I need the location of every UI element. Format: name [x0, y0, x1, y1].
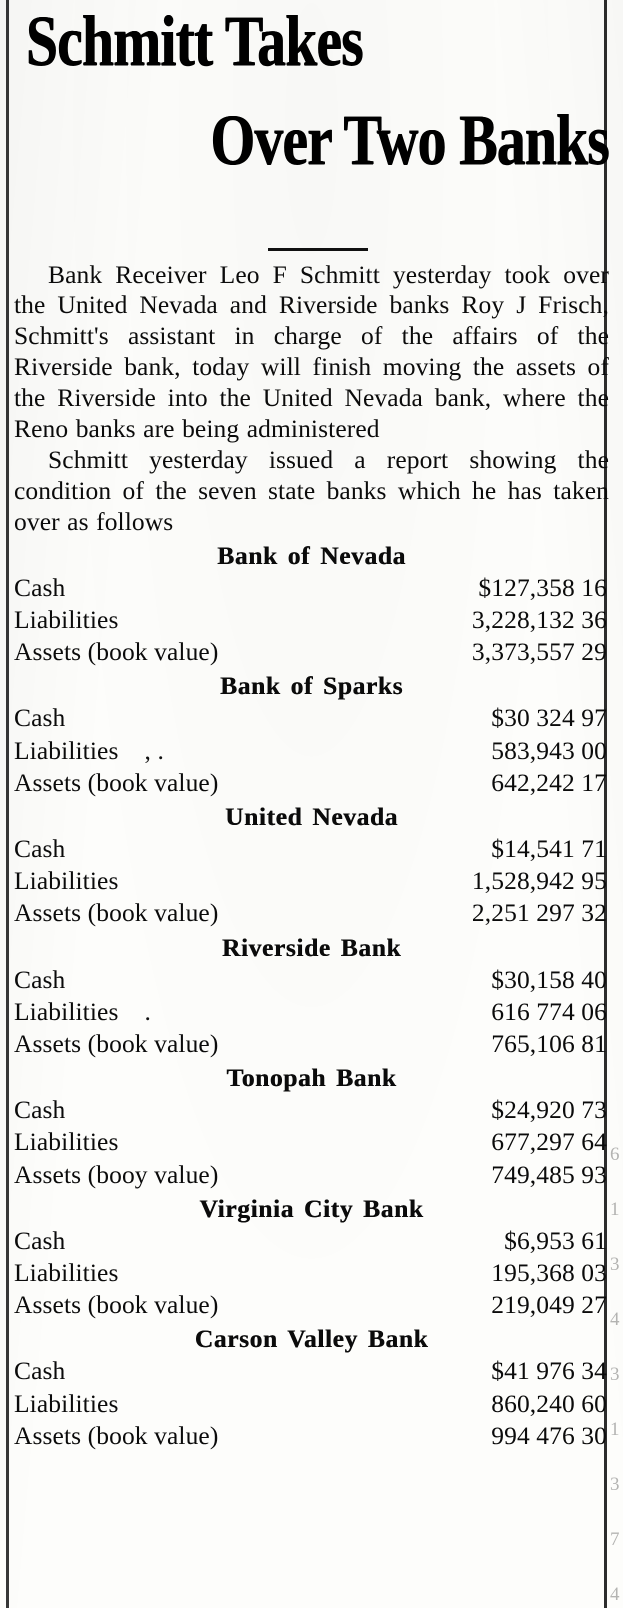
financial-row: Liabilities 860,240 60: [14, 1388, 609, 1420]
financial-row: Cash $30 324 97: [14, 702, 609, 734]
financial-row: Cash $24,920 73: [14, 1094, 609, 1126]
financial-row-value: 994 476 30: [491, 1420, 607, 1450]
bank-block: United Nevada Cash $14,541 71 Liabilities 1,…: [14, 801, 609, 930]
financial-row: Cash $30,158 40: [14, 964, 609, 996]
bank-block: Bank of Sparks Cash $30 324 97 Liabilities,…: [14, 670, 609, 799]
headline-line-1: Schmitt Takes: [26, 1, 364, 81]
financial-row-value: 860,240 60: [491, 1388, 607, 1418]
financial-row-label: Liabilities, .: [14, 735, 164, 765]
financial-row-value: 616 774 06: [491, 996, 607, 1026]
financial-row-value: 219,049 27: [491, 1290, 607, 1320]
financial-row: Assets (book value) 2,251 297 32: [14, 897, 609, 929]
financial-row-value: 3,373,557 29: [471, 637, 607, 667]
financial-row-label: Cash: [14, 964, 66, 994]
financial-row-label: Liabilities: [14, 604, 119, 634]
financial-row-label: Assets (book value): [14, 1290, 219, 1320]
financial-row: Liabilities 1,528,942 95: [14, 865, 609, 897]
bank-name: Tonopah Bank: [226, 1063, 397, 1093]
financial-row: Assets (booy value) 749,485 93: [14, 1159, 609, 1191]
financial-row-value: $127,358 16: [478, 572, 607, 602]
bank-name: Carson Valley Bank: [194, 1324, 429, 1354]
financial-row-label: Assets (book value): [14, 767, 219, 797]
financial-row-label: Cash: [14, 1095, 66, 1125]
financial-row: Assets (book value) 219,049 27: [14, 1289, 609, 1321]
bank-block: Virginia City Bank Cash $6,953 61 Liabiliti…: [14, 1193, 609, 1322]
financial-row-value: 749,485 93: [491, 1159, 607, 1189]
bank-block: Bank of Nevada Cash $127,358 16 Liabilities…: [14, 540, 609, 669]
financial-row-label: Liabilities: [14, 866, 119, 896]
column-rule-right: [604, 0, 607, 1608]
financial-row: Assets (book value) 994 476 30: [14, 1420, 609, 1452]
financial-row-label: Cash: [14, 572, 66, 602]
ink-speck: , .: [144, 735, 164, 765]
financial-row-value: 642,242 17: [491, 767, 607, 797]
headline: Schmitt Takes Over Two Banks: [14, 1, 610, 214]
ink-speck: .: [144, 996, 151, 1026]
financial-row-value: $14,541 71: [491, 833, 607, 863]
financial-row-label: Cash: [14, 703, 66, 733]
financial-row: Liabilities, . 583,943 00: [14, 735, 609, 767]
financial-row-value: $30,158 40: [491, 964, 607, 994]
financial-row-label: Cash: [14, 833, 66, 863]
financial-row: Assets (book value) 642,242 17: [14, 767, 609, 799]
bank-block: Carson Valley Bank Cash $41 976 34 Liabilit…: [14, 1323, 609, 1452]
financial-row-value: $24,920 73: [491, 1095, 607, 1125]
column-rule-left: [6, 0, 9, 1608]
financial-row-value: $6,953 61: [504, 1225, 607, 1255]
bank-report-list: Bank of Nevada Cash $127,358 16 Liabilities…: [14, 540, 609, 1452]
financial-row: Liabilities 677,297 64: [14, 1126, 609, 1158]
financial-row: Assets (book value) 3,373,557 29: [14, 636, 609, 668]
financial-row: Liabilities 3,228,132 36: [14, 604, 609, 636]
financial-row: Cash $6,953 61: [14, 1225, 609, 1257]
financial-row-label: Assets (book value): [14, 1420, 219, 1450]
divider-rule: [267, 247, 368, 251]
financial-row: Assets (book value) 765,106 81: [14, 1028, 609, 1060]
headline-divider: [14, 247, 609, 260]
financial-row-label: Liabilities: [14, 1127, 119, 1157]
bank-name: Bank of Nevada: [217, 540, 406, 570]
financial-row-value: 2,251 297 32: [471, 898, 607, 928]
headline-line-2: Over Two Banks: [210, 100, 610, 181]
financial-row-label: Cash: [14, 1356, 66, 1386]
bank-name: Virginia City Bank: [199, 1193, 424, 1223]
bank-name: Bank of Sparks: [219, 671, 404, 701]
financial-row-label: Liabilities: [14, 1257, 119, 1287]
article-body: Bank Receiver Leo F Schmitt yesterday to…: [14, 260, 609, 538]
article-paragraph: Bank Receiver Leo F Schmitt yesterday to…: [14, 259, 609, 443]
financial-row-label: Liabilities.: [14, 996, 151, 1026]
financial-row-value: 677,297 64: [491, 1127, 607, 1157]
headline-line-2-row: Over Two Banks: [14, 100, 610, 212]
financial-row-label: Cash: [14, 1225, 66, 1255]
financial-row: Liabilities. 616 774 06: [14, 996, 609, 1028]
financial-row-value: $30 324 97: [491, 703, 607, 733]
bank-name: United Nevada: [224, 801, 398, 831]
financial-row-label: Assets (book value): [14, 1028, 219, 1058]
financial-row: Cash $14,541 71: [14, 833, 609, 865]
financial-row-label: Assets (book value): [14, 637, 219, 667]
bank-block: Tonopah Bank Cash $24,920 73 Liabilities 677…: [14, 1062, 609, 1191]
financial-row-value: 765,106 81: [491, 1028, 607, 1058]
article-paragraph: Schmitt yesterday issued a report showin…: [14, 445, 609, 536]
article-content: Schmitt Takes Over Two Banks Bank Receiv…: [14, 0, 610, 1452]
financial-row-label: Liabilities: [14, 1388, 119, 1418]
financial-row: Cash $41 976 34: [14, 1355, 609, 1387]
bank-name: Riverside Bank: [221, 932, 402, 962]
financial-row-value: $41 976 34: [491, 1356, 607, 1386]
bank-block: Riverside Bank Cash $30,158 40 Liabilities.…: [14, 932, 609, 1061]
financial-row-label: Assets (book value): [14, 898, 219, 928]
financial-row: Cash $127,358 16: [14, 572, 609, 604]
financial-row-value: 583,943 00: [491, 735, 607, 765]
financial-row-label: Assets (booy value): [14, 1159, 219, 1189]
financial-row-value: 195,368 03: [491, 1257, 607, 1287]
financial-row-value: 1,528,942 95: [471, 866, 607, 896]
financial-row-value: 3,228,132 36: [471, 604, 607, 634]
adjacent-column-bleed: 61343137400: [610, 1144, 620, 1605]
financial-row: Liabilities 195,368 03: [14, 1257, 609, 1289]
